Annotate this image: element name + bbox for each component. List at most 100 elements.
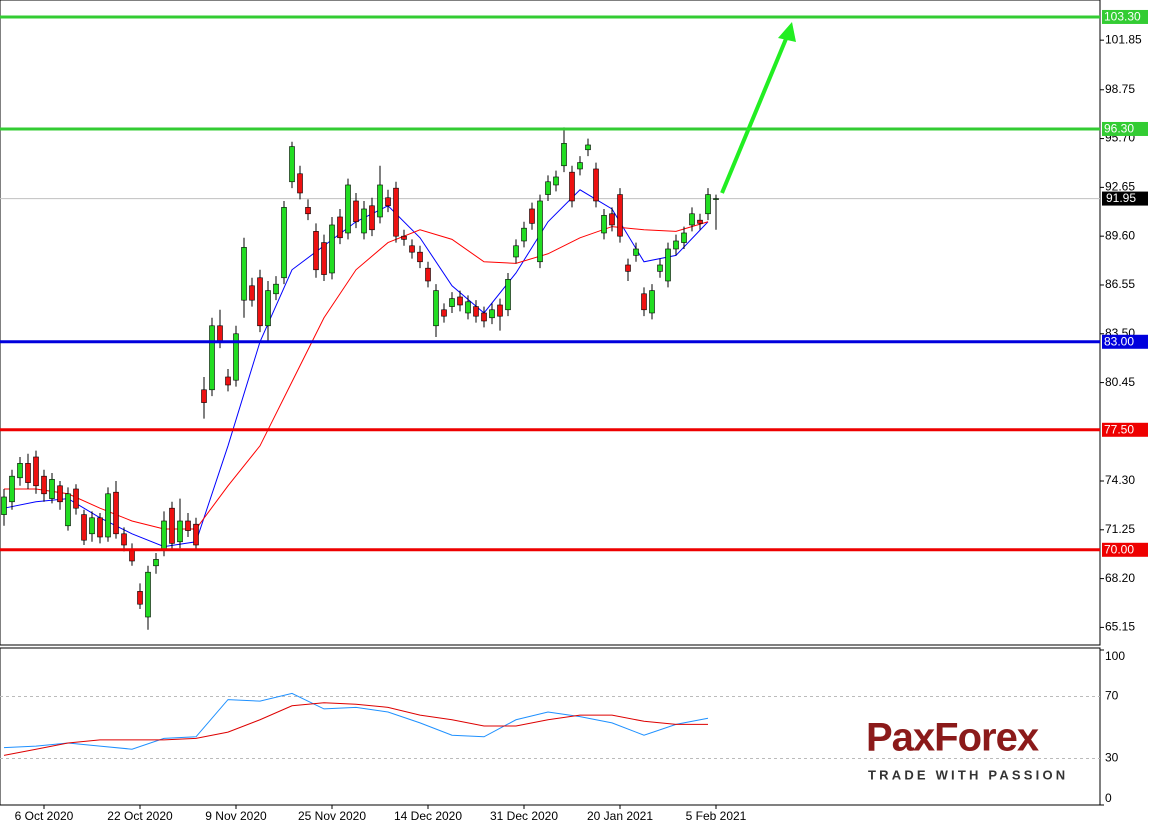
y-tick-label: 0 <box>1105 791 1112 805</box>
level-label-box <box>1102 9 1148 24</box>
candle-body <box>369 205 375 231</box>
x-tick-label: 22 Oct 2020 <box>107 809 173 823</box>
candle-body <box>385 197 391 207</box>
x-tick-label: 14 Dec 2020 <box>394 809 462 823</box>
candle-body <box>57 485 63 503</box>
candle-body <box>393 187 399 237</box>
y-tick-label: 70 <box>1105 689 1119 703</box>
candle-body <box>681 232 687 243</box>
candle-body <box>585 144 591 151</box>
candle-body <box>129 549 135 562</box>
candle-body <box>321 242 327 275</box>
candle-body <box>105 493 111 538</box>
current-price-label: 91.95 <box>1106 191 1136 205</box>
candle-body <box>297 173 303 194</box>
candle-body <box>161 520 167 551</box>
price-panel <box>0 0 1101 646</box>
level-label: 103.30 <box>1104 10 1141 24</box>
candle-body <box>673 240 679 250</box>
candle-body <box>409 245 415 253</box>
brand-tagline: TRADE WITH PASSION <box>868 767 1068 782</box>
candle-body <box>177 520 183 543</box>
y-tick-label: 74.30 <box>1105 473 1135 487</box>
candle-body <box>457 296 463 306</box>
rsi-line <box>3 692 709 750</box>
candle-body <box>217 325 223 343</box>
candle-body <box>17 463 23 479</box>
candle-body <box>209 325 215 391</box>
candle-body <box>257 277 263 327</box>
y-tick-label: 86.55 <box>1105 277 1135 291</box>
candle-body <box>713 198 719 200</box>
candle-body <box>345 184 351 234</box>
candle-body <box>521 227 527 242</box>
candle-body <box>1 496 7 515</box>
candle-body <box>25 463 31 483</box>
candle-body <box>249 285 255 301</box>
level-label: 83.00 <box>1104 334 1134 348</box>
candle-body <box>433 290 439 327</box>
arrow-shaft <box>720 33 790 194</box>
candle-body <box>481 312 487 322</box>
candle-body <box>489 309 495 319</box>
candle-body <box>537 200 543 263</box>
x-tick-label: 6 Oct 2020 <box>15 809 74 823</box>
candle-body <box>449 298 455 307</box>
candle-body <box>649 290 655 314</box>
y-tick-label: 92.65 <box>1105 180 1135 194</box>
candle-body <box>337 216 343 239</box>
candle-body <box>33 456 39 487</box>
candle-body <box>313 231 319 271</box>
candle-body <box>561 143 567 167</box>
plot-layer: 65.1568.2071.2574.3080.4583.5086.5589.60… <box>0 9 1148 823</box>
candle-body <box>265 290 271 327</box>
y-tick-label: 65.15 <box>1105 620 1135 634</box>
x-tick-label: 31 Dec 2020 <box>490 809 558 823</box>
y-tick-label: 71.25 <box>1105 522 1135 536</box>
level-label-box <box>1102 542 1148 557</box>
candle-body <box>201 389 207 403</box>
candle-body <box>425 267 431 282</box>
candle-body <box>505 279 511 311</box>
candle-body <box>417 251 423 263</box>
candle-body <box>81 514 87 541</box>
x-tick-label: 25 Nov 2020 <box>298 809 366 823</box>
candle-body <box>153 559 159 567</box>
candle-body <box>353 200 359 223</box>
y-tick-label: 68.20 <box>1105 571 1135 585</box>
level-label: 77.50 <box>1104 422 1134 436</box>
candle-body <box>689 213 695 226</box>
candle-body <box>529 208 535 224</box>
candle-body <box>665 248 671 282</box>
candle-body <box>121 533 127 546</box>
y-tick-label: 89.60 <box>1105 228 1135 242</box>
candle-body <box>225 376 231 386</box>
candle-body <box>169 507 175 544</box>
candle-body <box>289 146 295 183</box>
candle-body <box>577 162 583 170</box>
candle-body <box>145 571 151 618</box>
candle-body <box>705 194 711 215</box>
level-label-box <box>1102 121 1148 136</box>
candle-body <box>73 488 79 509</box>
candle-body <box>625 264 631 272</box>
candle-body <box>601 215 607 234</box>
candle-body <box>305 207 311 215</box>
candle-body <box>193 523 199 546</box>
candle-body <box>137 591 143 605</box>
y-tick-label: 100 <box>1105 649 1125 663</box>
brand-logo: PaxForex <box>866 716 1039 760</box>
candle-body <box>185 520 191 531</box>
arrow-head <box>778 22 796 42</box>
rsi-panel <box>0 647 1101 806</box>
level-label-box <box>1102 422 1148 437</box>
candle-body <box>513 245 519 258</box>
candle-body <box>593 168 599 202</box>
rsi-line <box>3 702 708 756</box>
candle-body <box>329 224 335 274</box>
candle-body <box>657 264 663 272</box>
y-tick-label: 98.75 <box>1105 82 1135 96</box>
candle-body <box>641 293 647 311</box>
candle-body <box>9 475 15 503</box>
